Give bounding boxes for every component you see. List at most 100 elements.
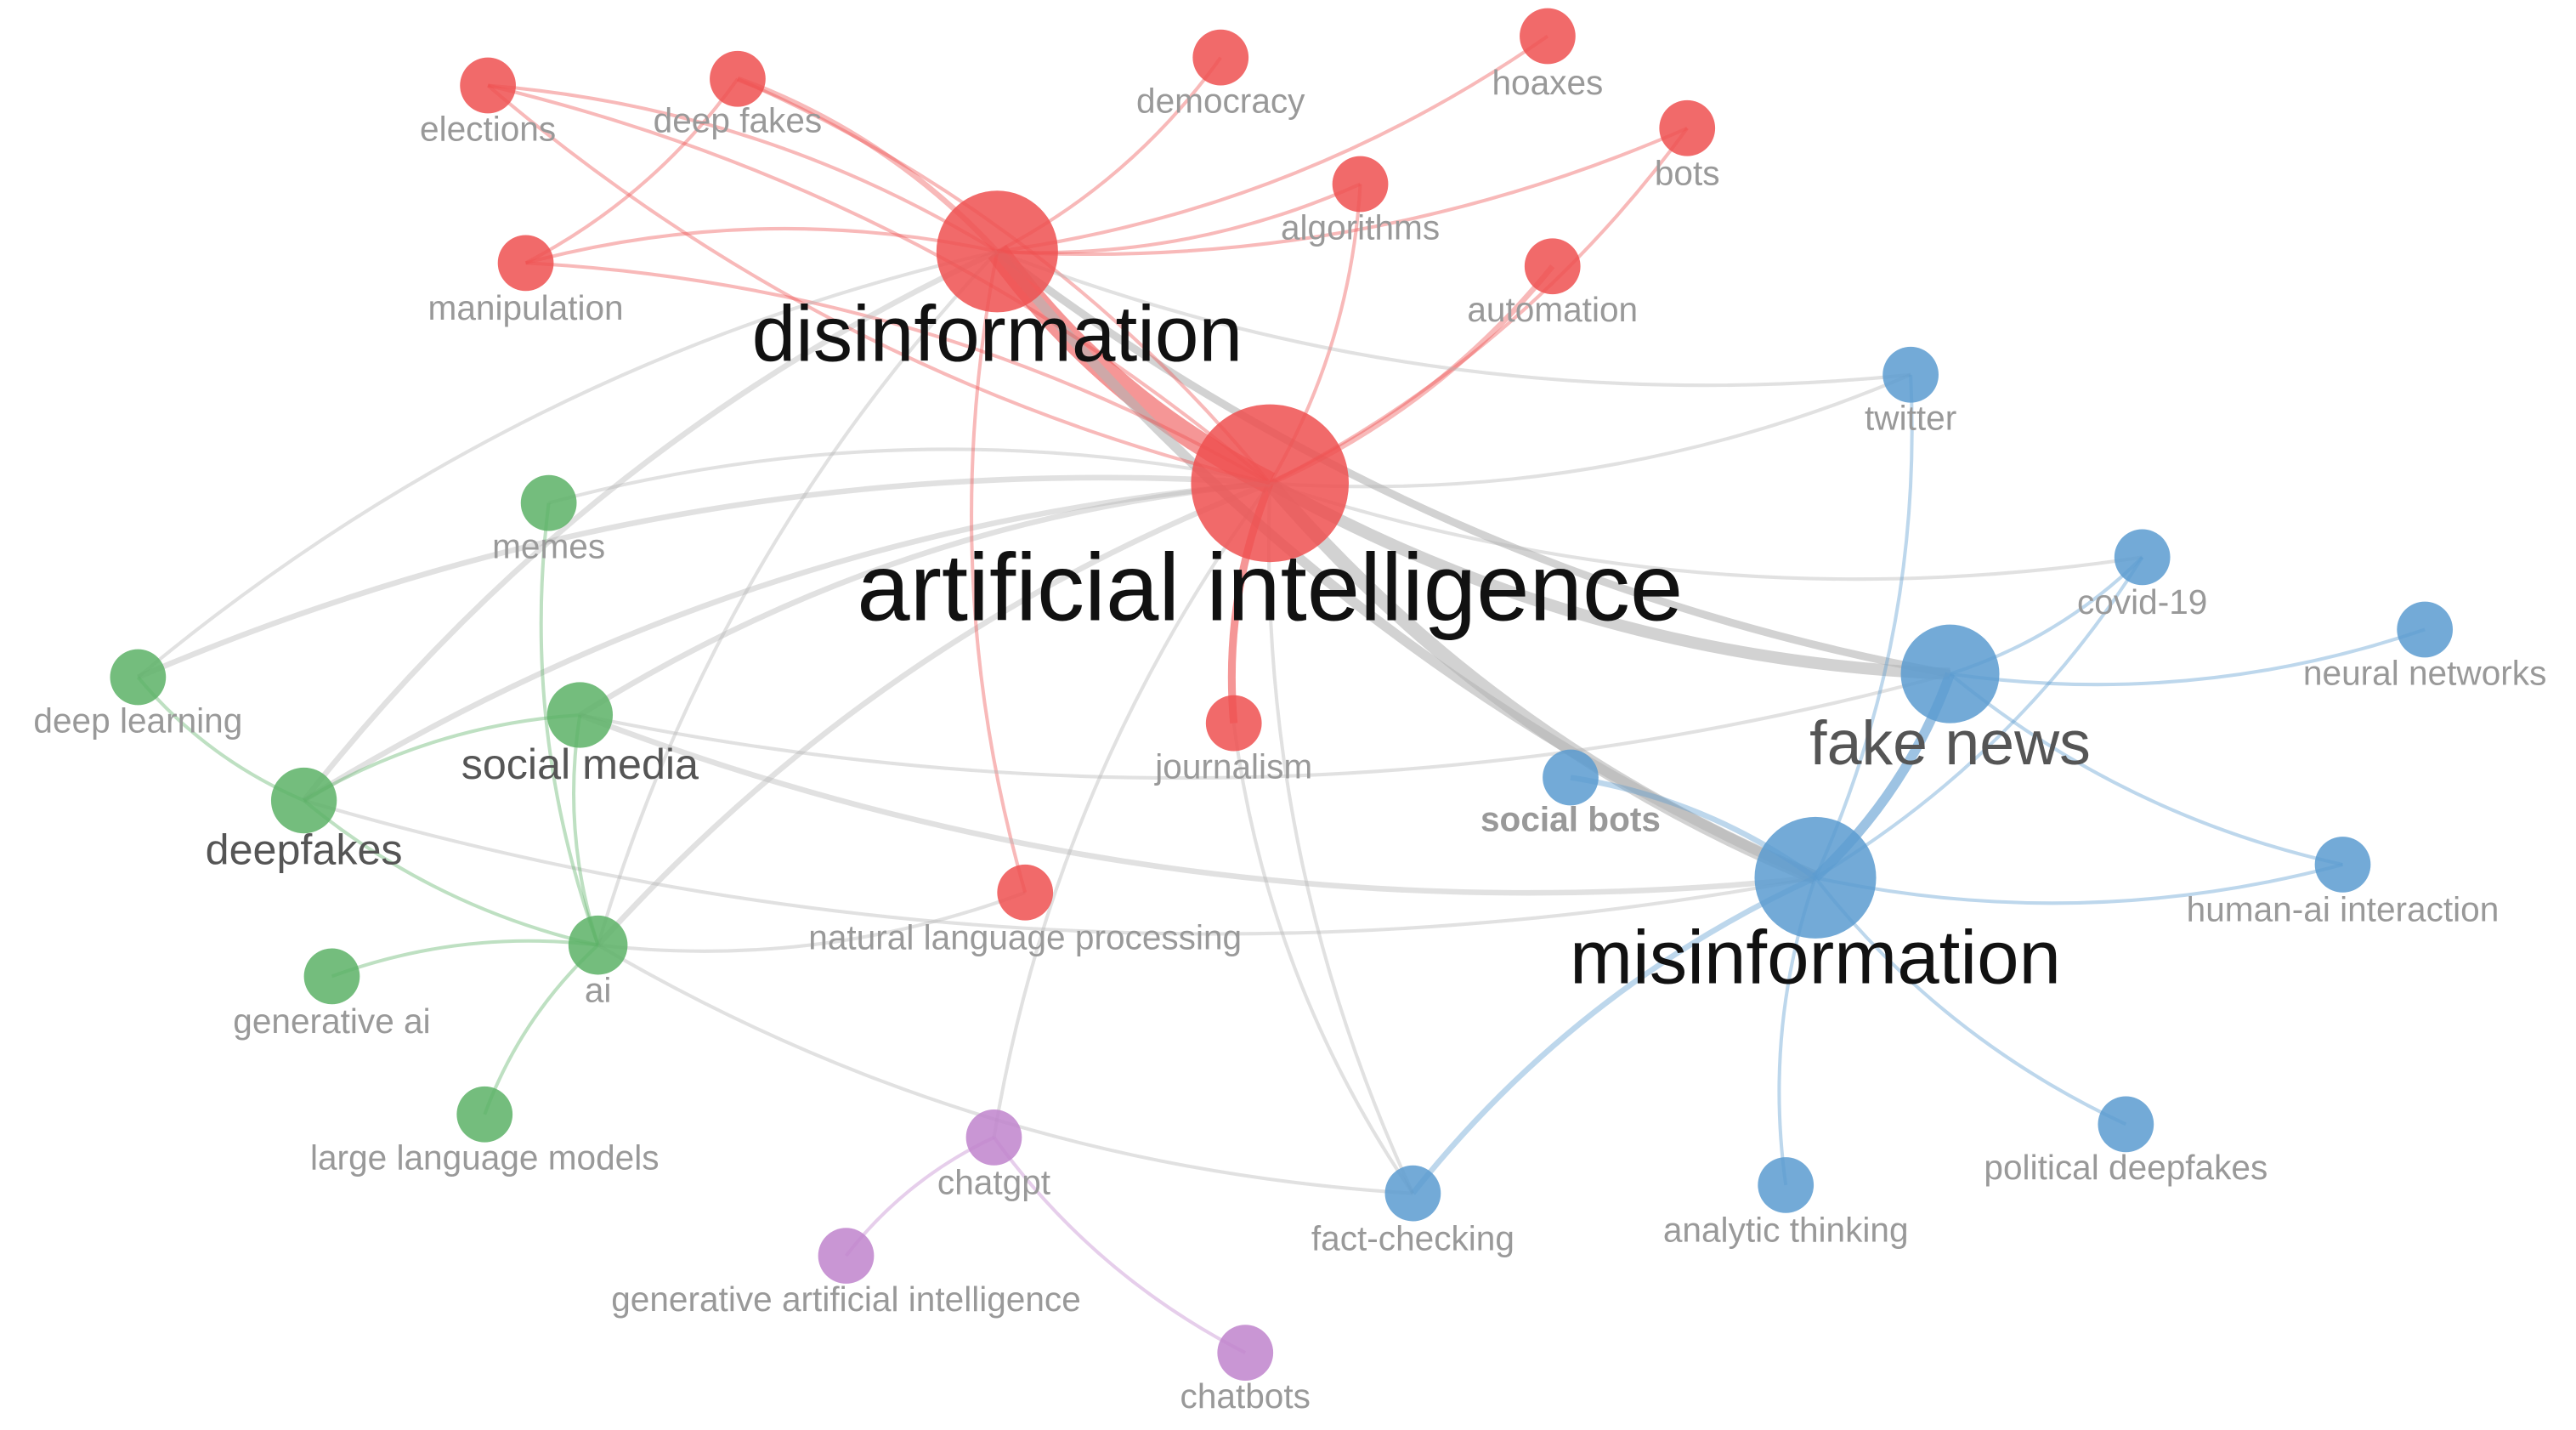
node-chatgpt[interactable] [965, 1109, 1022, 1166]
node-hoaxes[interactable] [1520, 8, 1576, 65]
link-artificial-intelligence-memes [548, 447, 1271, 505]
link-disinformation-manipulation [525, 226, 998, 265]
node-label-neural-networks[interactable]: neural networks [2303, 653, 2546, 692]
node-label-bots[interactable]: bots [1655, 154, 1720, 193]
node-label-misinformation[interactable]: misinformation [1570, 915, 2061, 999]
node-label-memes[interactable]: memes [492, 526, 605, 565]
node-fake-news[interactable] [1900, 624, 2000, 724]
link-artificial-intelligence-social-media [578, 480, 1271, 718]
link-ai-generative-ai [331, 939, 598, 979]
node-label-deepfakes[interactable]: deepfakes [206, 826, 403, 874]
link-artificial-intelligence-manipulation [525, 261, 1271, 485]
link-artificial-intelligence-twitter [1270, 372, 1911, 489]
node-disinformation[interactable] [936, 190, 1058, 313]
node-label-artificial-intelligence[interactable]: artificial intelligence [857, 534, 1683, 640]
link-disinformation-deepfakes [302, 248, 999, 803]
node-label-fake-news[interactable]: fake news [1809, 707, 2091, 778]
node-analytic-thinking[interactable] [1758, 1157, 1815, 1213]
link-ai-llm [483, 944, 600, 1115]
node-nlp[interactable] [997, 864, 1054, 921]
link-elections-artificial-intelligence [486, 83, 1271, 485]
link-misinformation-fact-checking [1410, 875, 1817, 1195]
node-label-elections[interactable]: elections [420, 109, 556, 148]
node-twitter[interactable] [1882, 346, 1939, 403]
node-bots[interactable] [1659, 99, 1716, 156]
node-label-ai[interactable]: ai [585, 970, 612, 1009]
node-label-nlp[interactable]: natural language processing [808, 918, 1242, 957]
link-artificial-intelligence-covid-19 [1269, 481, 2143, 582]
link-misinformation-covid-19 [1814, 556, 2144, 880]
node-automation[interactable] [1524, 238, 1581, 295]
node-llm[interactable] [456, 1086, 513, 1143]
nodes-layer [110, 8, 2454, 1381]
link-journalism-fact-checking [1231, 723, 1415, 1195]
link-artificial-intelligence-deep-learning [137, 474, 1271, 680]
link-manipulation-deep-fakes [524, 77, 739, 265]
node-human-ai-interaction[interactable] [2314, 837, 2371, 893]
node-deep-fakes[interactable] [710, 50, 766, 107]
node-chatbots[interactable] [1217, 1325, 1274, 1381]
node-label-disinformation[interactable]: disinformation [752, 290, 1243, 378]
link-disinformation-fake-news [994, 248, 1951, 678]
link-artificial-intelligence-elections [487, 83, 1271, 485]
node-label-twitter[interactable]: twitter [1865, 399, 1956, 438]
node-generative-artificial-intelligence[interactable] [818, 1228, 875, 1284]
node-elections[interactable] [460, 57, 516, 114]
node-covid-19[interactable] [2114, 529, 2171, 586]
node-democracy[interactable] [1192, 29, 1249, 86]
node-label-journalism[interactable]: journalism [1154, 747, 1312, 786]
node-label-social-bots[interactable]: social bots [1480, 799, 1661, 838]
node-label-hoaxes[interactable]: hoaxes [1492, 63, 1603, 102]
node-social-media[interactable] [546, 682, 614, 748]
link-disinformation-twitter [996, 249, 1911, 388]
node-label-llm[interactable]: large language models [310, 1138, 660, 1177]
node-label-deep-fakes[interactable]: deep fakes [654, 101, 823, 140]
link-fake-news-human-ai-interaction [1949, 672, 2343, 866]
node-misinformation[interactable] [1754, 816, 1877, 939]
node-label-fact-checking[interactable]: fact-checking [1311, 1218, 1514, 1257]
link-social-media-fake-news [579, 672, 1951, 780]
link-disinformation-misinformation [993, 248, 1818, 882]
node-label-manipulation[interactable]: manipulation [428, 288, 624, 327]
node-deepfakes[interactable] [270, 767, 337, 834]
node-journalism[interactable] [1205, 695, 1262, 752]
node-social-bots[interactable] [1543, 749, 1599, 806]
node-label-chatbots[interactable]: chatbots [1180, 1376, 1311, 1416]
node-label-generative-artificial-intelligence[interactable]: generative artificial intelligence [611, 1280, 1081, 1319]
node-label-generative-ai[interactable]: generative ai [233, 1002, 430, 1041]
link-artificial-intelligence-fake-news [1266, 478, 1950, 680]
link-social-media-deepfakes [303, 712, 580, 803]
node-artificial-intelligence[interactable] [1191, 404, 1350, 563]
node-label-political-deepfakes[interactable]: political deepfakes [1984, 1148, 2267, 1187]
node-label-analytic-thinking[interactable]: analytic thinking [1663, 1211, 1909, 1250]
link-deepfakes-ai [303, 798, 599, 947]
node-deep-learning[interactable] [110, 649, 167, 706]
node-label-algorithms[interactable]: algorithms [1281, 207, 1440, 247]
link-social-media-misinformation [579, 712, 1816, 896]
link-disinformation-bots [997, 126, 1689, 257]
node-memes[interactable] [520, 474, 577, 531]
node-ai[interactable] [568, 915, 628, 975]
link-disinformation-ai [596, 250, 999, 946]
node-political-deepfakes[interactable] [2098, 1096, 2154, 1153]
node-label-automation[interactable]: automation [1467, 290, 1638, 329]
link-disinformation-hoaxes [997, 34, 1549, 253]
node-label-social-media[interactable]: social media [461, 741, 699, 788]
node-algorithms[interactable] [1332, 156, 1389, 213]
node-label-covid-19[interactable]: covid-19 [2077, 582, 2207, 621]
node-fact-checking[interactable] [1384, 1165, 1441, 1222]
link-artificial-intelligence-fact-checking [1266, 483, 1415, 1195]
node-label-human-ai-interaction[interactable]: human-ai interaction [2187, 890, 2500, 929]
link-disinformation-nlp [970, 251, 1028, 894]
link-artificial-intelligence-ai [596, 480, 1271, 947]
node-label-chatgpt[interactable]: chatgpt [937, 1163, 1050, 1202]
link-disinformation-deep-learning [137, 249, 998, 679]
node-label-democracy[interactable]: democracy [1136, 82, 1305, 121]
node-label-deep-learning[interactable]: deep learning [33, 701, 242, 740]
node-neural-networks[interactable] [2397, 601, 2454, 658]
node-generative-ai[interactable] [303, 948, 360, 1005]
link-artificial-intelligence-deepfakes [302, 480, 1271, 803]
node-manipulation[interactable] [497, 235, 554, 292]
link-misinformation-twitter [1814, 374, 1914, 879]
